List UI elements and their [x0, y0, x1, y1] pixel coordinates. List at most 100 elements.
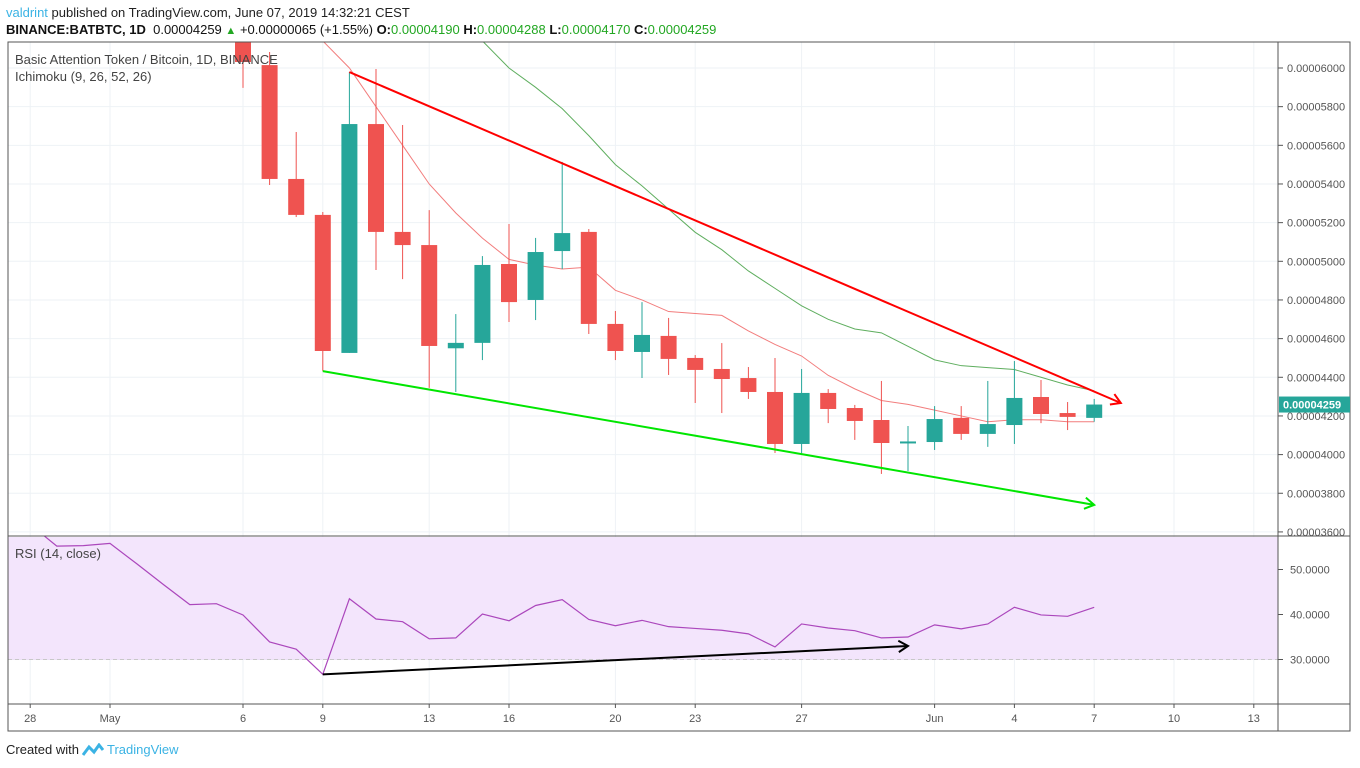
time-tick-label: 28 [24, 713, 36, 725]
candle [1059, 402, 1076, 431]
price-tick-label: 0.00004000 [1287, 450, 1345, 462]
arrow-head-icon [1109, 393, 1123, 406]
publish-text: published on TradingView.com, June 07, 2… [51, 5, 410, 20]
candle-body [394, 231, 411, 246]
candle-body [740, 378, 757, 392]
time-tick-label: 13 [423, 713, 435, 725]
publish-info: valdrint published on TradingView.com, J… [6, 5, 410, 20]
price-tick-label: 0.00004800 [1287, 295, 1345, 307]
candle-body [979, 424, 996, 434]
candle-body [820, 392, 837, 409]
low-label: L: [549, 22, 562, 37]
price-tick-label: 0.00003600 [1287, 527, 1345, 539]
resistance-trendline [349, 71, 1123, 406]
candle [793, 368, 810, 454]
tradingview-link[interactable]: TradingView [106, 742, 179, 757]
candle [926, 406, 943, 450]
candle [873, 380, 890, 474]
candle [261, 51, 278, 185]
last-price-label: 0.00004259 [1283, 400, 1341, 412]
price-tick-label: 0.00004200 [1287, 411, 1345, 423]
time-tick-label: 23 [689, 713, 701, 725]
candle-body [368, 124, 384, 232]
candle-body [580, 231, 597, 324]
candle [368, 68, 384, 270]
candle-body [421, 245, 438, 346]
rsi-tick-label: 50.0000 [1290, 565, 1330, 577]
candle-body [341, 124, 358, 353]
arrow-head-icon [897, 639, 910, 653]
time-tick-label: 6 [240, 713, 246, 725]
resistance-trendline-line [349, 71, 1122, 404]
candle [1033, 379, 1049, 424]
candle-body [900, 441, 916, 444]
chart-frame [7, 41, 1351, 732]
rsi-tick-label: 40.0000 [1290, 610, 1330, 622]
author-link[interactable]: valdrint [6, 5, 48, 20]
last-price-badge [1279, 396, 1350, 413]
candle-body [554, 233, 571, 252]
candle-body [501, 264, 517, 303]
candle-body [926, 419, 943, 443]
price-tick-label: 0.00004600 [1287, 334, 1345, 346]
candle-body [1086, 404, 1103, 418]
candle-body [447, 342, 464, 349]
price-tick-label: 0.00005000 [1287, 256, 1345, 268]
candle-body [660, 335, 677, 359]
tradingview-logo-icon [81, 742, 104, 756]
candle-body [235, 42, 251, 63]
arrow-head-icon [1083, 496, 1097, 510]
last-price: 0.00004259 [153, 22, 222, 37]
candle-body [261, 65, 278, 179]
candle-body [1006, 397, 1023, 426]
candle [900, 425, 916, 472]
price-tick-label: 0.00005600 [1287, 140, 1345, 152]
candle-body [634, 334, 650, 352]
candle [554, 161, 571, 270]
candle-body [1033, 396, 1049, 415]
candle [421, 210, 438, 388]
candle-body [607, 323, 624, 351]
rsi-divergence-line [322, 645, 909, 676]
rsi-line [43, 536, 1095, 676]
rsi-tick-label: 30.0000 [1290, 655, 1330, 667]
time-tick-label: 27 [795, 713, 807, 725]
rsi-pane[interactable] [30, 525, 1095, 676]
candle [820, 389, 837, 424]
candle-body [288, 178, 305, 215]
open-value: 0.00004190 [391, 22, 460, 37]
time-tick-label: 13 [1248, 713, 1260, 725]
open-label: O: [376, 22, 392, 37]
candle [501, 223, 517, 322]
candle [394, 125, 411, 280]
rsi-divergence [322, 639, 910, 676]
candle [634, 302, 650, 379]
time-tick-label: May [100, 713, 121, 725]
candle-body [767, 391, 783, 444]
price-tick-label: 0.00006000 [1287, 63, 1345, 75]
candle-body [474, 264, 491, 343]
candle [1006, 361, 1023, 444]
support-trendline [322, 370, 1097, 510]
candle [740, 367, 757, 399]
price-change: +0.00000065 (+1.55%) [239, 22, 373, 37]
candle [1086, 398, 1103, 422]
footer: Created with TradingView [6, 742, 179, 757]
candle [660, 317, 677, 375]
price-pane[interactable] [235, 10, 1123, 510]
candle-body [687, 357, 704, 370]
time-tick-label: 9 [320, 713, 326, 725]
candle [953, 406, 970, 440]
indicator-label: Ichimoku (9, 26, 52, 26) [15, 69, 152, 84]
rsi-label: RSI (14, close) [15, 546, 101, 561]
candle-body [527, 252, 544, 300]
candle [607, 310, 624, 361]
candle [713, 343, 730, 414]
close-value: 0.00004259 [647, 22, 717, 37]
candle [580, 229, 597, 334]
symbol-label: BINANCE:BATBTC, 1D [6, 22, 146, 37]
candle [846, 404, 863, 440]
candle-body [314, 214, 331, 351]
chart-title: Basic Attention Token / Bitcoin, 1D, BIN… [15, 52, 278, 67]
